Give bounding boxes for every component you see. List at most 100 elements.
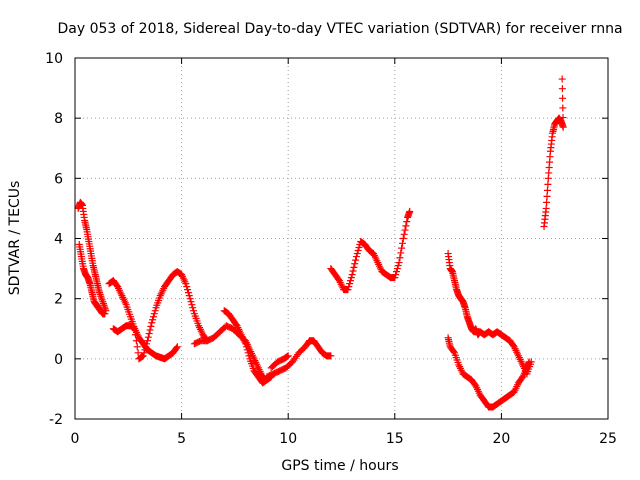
- data-point: [83, 228, 91, 236]
- data-point: [543, 192, 551, 200]
- data-point: [333, 273, 341, 281]
- data-point: [225, 311, 233, 319]
- x-tick-label: 15: [386, 431, 404, 447]
- data-point: [79, 204, 87, 212]
- data-point: [133, 343, 141, 351]
- data-point: [96, 290, 104, 298]
- data-point: [395, 259, 403, 267]
- data-point: [466, 320, 474, 328]
- data-point: [278, 366, 286, 374]
- data-point: [520, 363, 528, 371]
- data-point: [277, 366, 285, 374]
- data-point: [348, 271, 356, 279]
- data-point: [193, 339, 201, 347]
- data-point: [477, 392, 485, 400]
- data-point: [507, 338, 515, 346]
- data-point: [349, 267, 357, 275]
- data-point: [149, 316, 157, 324]
- data-point: [230, 326, 238, 334]
- x-tick-label: 0: [71, 431, 80, 447]
- data-point: [399, 235, 407, 242]
- data-point: [316, 345, 324, 353]
- data-point: [462, 305, 470, 313]
- data-point: [129, 324, 137, 332]
- data-point: [134, 349, 142, 357]
- data-point: [524, 367, 532, 375]
- data-point: [85, 240, 93, 248]
- data-point: [166, 275, 174, 283]
- data-point: [459, 299, 467, 307]
- data-point: [327, 352, 335, 360]
- data-point: [559, 94, 567, 102]
- data-point: [516, 376, 524, 384]
- data-point: [302, 342, 310, 350]
- data-point: [469, 378, 477, 386]
- y-tick-label: 2: [54, 292, 63, 308]
- data-point: [167, 274, 175, 282]
- data-point: [398, 239, 406, 247]
- data-point: [481, 398, 489, 406]
- data-point: [351, 260, 359, 268]
- data-point: [453, 287, 461, 295]
- series-arc-1: [74, 198, 110, 315]
- data-point: [265, 372, 273, 380]
- data-point: [329, 267, 337, 275]
- data-point: [558, 118, 566, 126]
- data-point: [396, 254, 404, 262]
- data-point: [543, 198, 551, 206]
- data-points: [74, 75, 567, 411]
- series-arc-9: [327, 207, 414, 294]
- data-point: [141, 346, 149, 354]
- data-point: [264, 372, 272, 380]
- data-point: [153, 301, 161, 309]
- data-point: [275, 357, 283, 365]
- series-arc-3: [105, 277, 181, 363]
- data-point: [402, 222, 410, 230]
- data-point: [211, 333, 219, 341]
- data-point: [540, 219, 548, 227]
- data-point: [144, 333, 152, 341]
- data-point: [225, 323, 233, 331]
- data-point: [204, 336, 212, 344]
- data-point: [400, 230, 408, 238]
- data-point: [303, 340, 311, 348]
- data-point: [544, 180, 552, 188]
- data-point: [451, 278, 459, 286]
- data-point: [145, 330, 153, 338]
- data-point: [119, 293, 127, 301]
- data-point: [328, 266, 336, 274]
- data-point: [276, 357, 284, 365]
- data-point: [238, 333, 246, 341]
- data-point: [394, 262, 402, 270]
- data-point: [284, 352, 292, 360]
- data-point: [353, 250, 361, 258]
- data-point: [252, 369, 260, 377]
- data-point: [256, 375, 264, 383]
- data-point: [131, 325, 139, 333]
- x-tick-label: 20: [492, 431, 510, 447]
- data-point: [137, 336, 145, 344]
- data-point: [285, 361, 293, 369]
- data-point: [448, 345, 456, 353]
- data-point: [76, 243, 84, 251]
- chart-title: Day 053 of 2018, Sidereal Day-to-day VTE…: [57, 21, 622, 37]
- data-point: [464, 314, 472, 322]
- y-tick-label: 6: [54, 171, 63, 187]
- data-point: [224, 322, 232, 330]
- data-point: [243, 346, 251, 354]
- data-point: [346, 280, 354, 288]
- data-point: [230, 317, 238, 325]
- data-point: [543, 186, 551, 194]
- data-point: [511, 345, 519, 353]
- x-tick-label: 25: [599, 431, 617, 447]
- x-tick-labels: 0 5 10 15 20 25: [71, 431, 617, 447]
- data-point: [173, 343, 181, 351]
- data-point: [80, 266, 88, 274]
- data-point: [404, 212, 412, 220]
- data-point: [559, 114, 567, 122]
- data-point: [558, 85, 566, 93]
- data-point: [142, 343, 150, 351]
- data-point: [140, 349, 148, 357]
- data-point: [191, 312, 199, 320]
- data-point: [251, 368, 259, 376]
